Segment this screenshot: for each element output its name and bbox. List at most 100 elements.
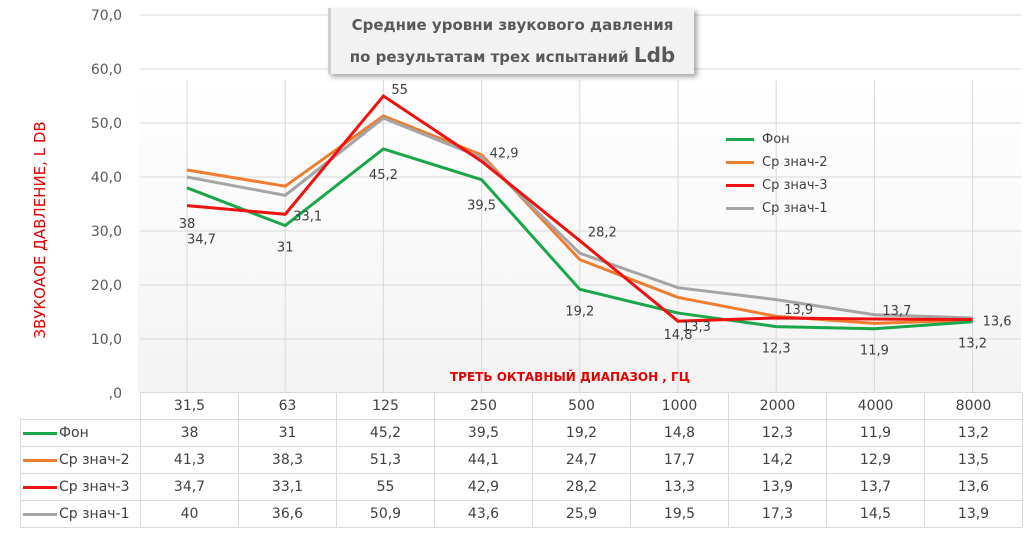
data-label: 19,2 (565, 304, 594, 319)
y-tick-label: 70,0 (91, 8, 122, 24)
legend-item: Ср знач-1 (726, 197, 827, 220)
data-label: 14,8 (664, 328, 693, 343)
x-axis-title: ТРЕТЬ ОКТАВНЫЙ ДИАПАЗОН , ГЦ (450, 370, 690, 384)
y-tick-label: 40,0 (91, 170, 122, 186)
row-header: Фон (20, 419, 141, 447)
table-cell: 13,6 (924, 473, 1023, 501)
y-tick-label: 20,0 (91, 278, 122, 294)
series-line-0 (186, 147, 973, 331)
x-tick-label: 2000 (728, 392, 827, 420)
table-cell: 17,7 (630, 446, 729, 474)
data-label: 13,6 (983, 315, 1012, 330)
legend-key (23, 512, 57, 516)
table-cell: 19,5 (630, 500, 729, 528)
table-cell: 19,2 (532, 419, 631, 447)
title-unit: Ldb (633, 43, 676, 67)
data-label: 28,2 (588, 226, 617, 241)
x-tick-label: 31,5 (140, 392, 239, 420)
table-cell: 14,2 (728, 446, 827, 474)
table-cell: 41,3 (140, 446, 239, 474)
table-cell: 36,6 (238, 500, 337, 528)
table-cell: 14,8 (630, 419, 729, 447)
title-line-1: Средние уровни звукового давления (351, 16, 674, 34)
legend-key (23, 431, 57, 435)
title-line-2: по результатам трех испытаний (349, 48, 629, 66)
table-cell: 39,5 (434, 419, 533, 447)
y-tick-label: 50,0 (91, 116, 122, 132)
table-cell: 17,3 (728, 500, 827, 528)
data-table: 31,5 63 125 250 500 1000 2000 4000 8000 Фон 38 31 45… (20, 392, 1023, 528)
series-name: Ср знач-3 (59, 479, 130, 495)
y-tick-label: 10,0 (91, 332, 122, 348)
table-cell: 43,6 (434, 500, 533, 528)
x-tick-label: 8000 (924, 392, 1023, 420)
legend-swatch (726, 138, 754, 141)
data-label: 39,5 (467, 199, 496, 214)
data-label: 13,2 (958, 337, 987, 352)
row-header: Ср знач-2 (20, 446, 141, 474)
data-label: 13,3 (682, 320, 711, 335)
x-tick-label: 250 (434, 392, 533, 420)
legend-swatch (726, 184, 754, 187)
table-cell: 13,2 (924, 419, 1023, 447)
data-label: 38 (179, 217, 196, 232)
legend-key (23, 458, 57, 462)
table-cell: 13,9 (728, 473, 827, 501)
table-cell: 11,9 (826, 419, 925, 447)
row-header: Ср знач-3 (20, 473, 141, 501)
x-tick-label: 4000 (826, 392, 925, 420)
x-tick-label: 500 (532, 392, 631, 420)
table-cell: 31 (238, 419, 337, 447)
legend-label: Ср знач-1 (762, 201, 828, 216)
table-cell: 34,7 (140, 473, 239, 501)
legend-swatch (726, 161, 754, 164)
table-cell: 42,9 (434, 473, 533, 501)
table-cell: 50,9 (336, 500, 435, 528)
series-line-2 (186, 94, 973, 323)
series-name: Ср знач-1 (59, 506, 130, 522)
series-name: Фон (59, 425, 89, 441)
table-cell: 45,2 (336, 419, 435, 447)
table-cell: 33,1 (238, 473, 337, 501)
series-name: Ср знач-2 (59, 452, 130, 468)
data-label: 12,3 (762, 342, 791, 357)
table-cell: 12,3 (728, 419, 827, 447)
data-label: 45,2 (369, 168, 398, 183)
y-tick-label: 30,0 (91, 224, 122, 240)
table-cell: 13,3 (630, 473, 729, 501)
data-label: 31 (277, 241, 294, 256)
legend-item: Ср знач-2 (726, 151, 827, 174)
table-row: Ср знач-1 40 36,6 50,9 43,6 25,9 19,5 17,3 14,5 1… (20, 500, 1023, 528)
row-header: Ср знач-1 (20, 500, 141, 528)
series-line-1 (186, 114, 973, 325)
table-cell: 13,9 (924, 500, 1023, 528)
legend: Фон Ср знач-2 Ср знач-3 Ср знач-1 (726, 128, 827, 220)
table-row: Фон 38 31 45,2 39,5 19,2 14,8 12,3 11,9 13,2 (20, 419, 1023, 447)
table-corner (20, 392, 141, 420)
table-cell: 13,7 (826, 473, 925, 501)
table-cell: 51,3 (336, 446, 435, 474)
data-label: 13,7 (882, 304, 911, 319)
table-cell: 38 (140, 419, 239, 447)
data-label: 34,7 (187, 233, 216, 248)
table-cell: 25,9 (532, 500, 631, 528)
chart-title: Средние уровни звукового давления по рез… (328, 8, 694, 74)
table-cell: 40 (140, 500, 239, 528)
table-cell: 14,5 (826, 500, 925, 528)
x-tick-label: 63 (238, 392, 337, 420)
data-label: 33,1 (293, 209, 322, 224)
legend-item: Ср знач-3 (726, 174, 827, 197)
data-label: 42,9 (490, 146, 519, 161)
table-cell: 12,9 (826, 446, 925, 474)
table-header-row: 31,5 63 125 250 500 1000 2000 4000 8000 (20, 392, 1023, 420)
table-cell: 55 (336, 473, 435, 501)
table-cell: 13,5 (924, 446, 1023, 474)
legend-item: Фон (726, 128, 827, 151)
table-cell: 24,7 (532, 446, 631, 474)
x-tick-label: 1000 (630, 392, 729, 420)
table-row: Ср знач-3 34,7 33,1 55 42,9 28,2 13,3 13,9 13,7 1… (20, 473, 1023, 501)
y-axis-title: ЗВУКОАОЕ ДАВЛЕНИЕ, L DB (31, 121, 49, 339)
legend-label: Фон (762, 132, 790, 147)
series-line-3 (186, 116, 973, 320)
